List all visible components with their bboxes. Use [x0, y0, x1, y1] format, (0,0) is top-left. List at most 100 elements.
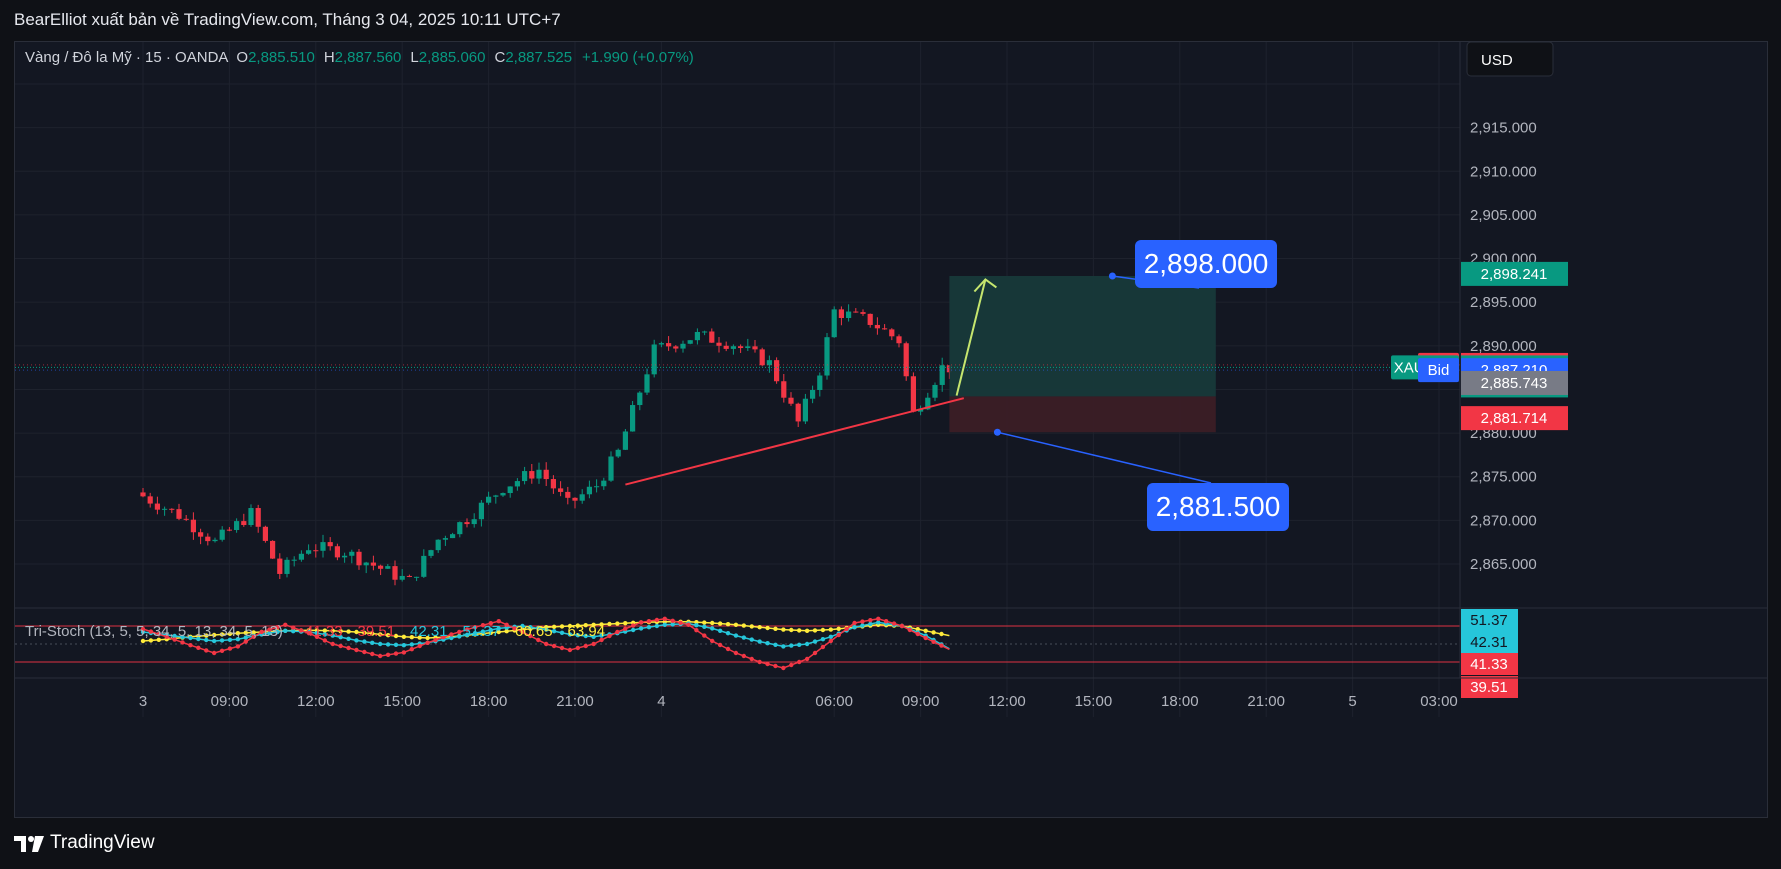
chart-frame[interactable]: 2,865.0002,870.0002,875.0002,880.0002,88… [14, 41, 1768, 818]
stoch-fast-series-dot [164, 634, 169, 639]
stoch-slow-series-dot [804, 628, 810, 633]
symbol-legend[interactable]: Vàng / Đô la Mỹ · 15 · OANDA O 2,885.510 H 2… [25, 49, 694, 66]
arrow-head [973, 278, 997, 293]
candle [399, 569, 405, 582]
stoch-mid-series-dot [757, 639, 762, 644]
callout-label: 2,898.000 [1144, 248, 1269, 279]
profit-zone[interactable] [949, 276, 1216, 397]
candle-body [838, 309, 844, 319]
callout-label: 2,881.500 [1156, 491, 1281, 522]
candle [651, 339, 657, 378]
candle-body [630, 405, 636, 432]
candle-body [824, 337, 830, 376]
stoch-fast-series-dot [354, 647, 359, 653]
candle-body [745, 346, 751, 349]
stoch-fast-series-dot [575, 645, 581, 651]
candle-body [190, 519, 196, 533]
candle-body [284, 559, 290, 574]
stoch-fast-series-dot [702, 633, 707, 638]
candle-body [910, 376, 916, 412]
stoch-fast-series-dot [417, 643, 422, 649]
candle [450, 532, 456, 539]
stoch-slow-series-dot [385, 633, 391, 638]
candle-body [291, 559, 297, 561]
currency-button[interactable]: USD [1466, 42, 1554, 77]
stoch-mid-series-dot [235, 637, 241, 642]
candle-body [752, 346, 758, 350]
candle [190, 512, 196, 540]
stoch-slow-series-dot [251, 630, 256, 635]
stoch-fast-series-dot [441, 635, 446, 640]
candle [457, 521, 463, 538]
stoch-fast-series-dot [615, 629, 620, 635]
stoch-fast-series-dot [860, 619, 865, 624]
stoch-slow-series-dot [322, 628, 328, 633]
candle-body [579, 494, 585, 501]
candle [709, 328, 715, 343]
candle [608, 451, 614, 482]
candle [176, 503, 182, 521]
stoch-fast-series-dot [544, 641, 549, 647]
candle-body [694, 331, 700, 341]
stoch-slow-series-dot [338, 629, 343, 634]
stoch-fast-series-dot [599, 637, 604, 643]
target-callout[interactable]: 2,898.000 [1108, 240, 1277, 289]
stoch-slow-series-dot [781, 627, 786, 632]
candle-body [709, 331, 715, 343]
candle [162, 506, 168, 516]
stoch-slow-series-dot [243, 630, 248, 635]
stoch-mid-series-dot [583, 633, 588, 639]
stoch-mid-series-dot [354, 638, 359, 643]
stoch-fast-series-dot [757, 659, 762, 665]
candle [529, 463, 535, 484]
stoch-mid-series-dot [172, 633, 177, 639]
candle [723, 341, 729, 352]
candle [716, 336, 722, 353]
legend-item: +1.990 (+0.07%) [582, 49, 694, 66]
trendline[interactable] [625, 397, 965, 486]
candle-body [414, 576, 420, 578]
time-tick-label: 4 [657, 693, 665, 710]
price-tag [1461, 261, 1568, 286]
candle [277, 553, 283, 580]
loss-zone[interactable] [949, 396, 1216, 433]
stoch-mid-series-dot [377, 641, 383, 647]
tradingview-logo[interactable]: TradingView [14, 832, 155, 854]
candle [550, 475, 556, 494]
stoch-fast-series-dot [804, 656, 810, 662]
price-tags[interactable]: 2,898.2412,887.810Ask2,887.52503:49XAUUS… [1391, 261, 1568, 431]
price-tag-label-bg [1418, 358, 1459, 383]
candle-body [601, 480, 607, 487]
stop-callout[interactable]: 2,881.500 [993, 428, 1289, 531]
stoch-slow-series-dot [796, 628, 802, 633]
candle [910, 372, 916, 413]
price-chart[interactable]: 2,865.0002,870.0002,875.0002,880.0002,88… [15, 42, 1767, 817]
stoch-fast-series-dot [385, 652, 391, 657]
arrow-shaft[interactable] [955, 279, 987, 396]
time-axis[interactable]: 3 09:00 12:00 15:00 18:00 21:00 4 06:00 09:00 12:… [15, 677, 1767, 710]
price-axis[interactable]: 2,865.0002,870.0002,875.0002,880.0002,88… [1470, 120, 1537, 573]
stoch-mid-series-dot [393, 642, 399, 647]
candle [817, 372, 823, 397]
stoch-slow-series-dot [140, 638, 146, 644]
candle-body [464, 522, 470, 525]
stoch-legend-value: 63.94 [568, 623, 606, 640]
candle-body [241, 521, 247, 526]
candle [306, 544, 312, 555]
legend-item: Vàng / Đô la Mỹ · 15 · OANDA [25, 49, 228, 66]
stoch-mid-series-dot [868, 621, 873, 627]
stoch-fast-series-dot [765, 661, 770, 667]
candle-body [198, 532, 204, 537]
candle [363, 561, 369, 574]
candle-body [680, 343, 686, 349]
candle-body [356, 551, 362, 566]
stoch-fast-series-dot [314, 634, 320, 639]
candle-body [457, 522, 463, 535]
candle [781, 374, 787, 403]
candle-body [810, 390, 816, 399]
candle [507, 486, 513, 498]
candle [738, 344, 744, 353]
price-tick-label: 2,895.000 [1470, 294, 1537, 311]
stoch-pane[interactable]: 51.37 42.31 41.33 39.51 Tri-Stoch (13, 5, 5,… [15, 609, 1518, 698]
stoch-slow-series-dot [346, 629, 351, 634]
